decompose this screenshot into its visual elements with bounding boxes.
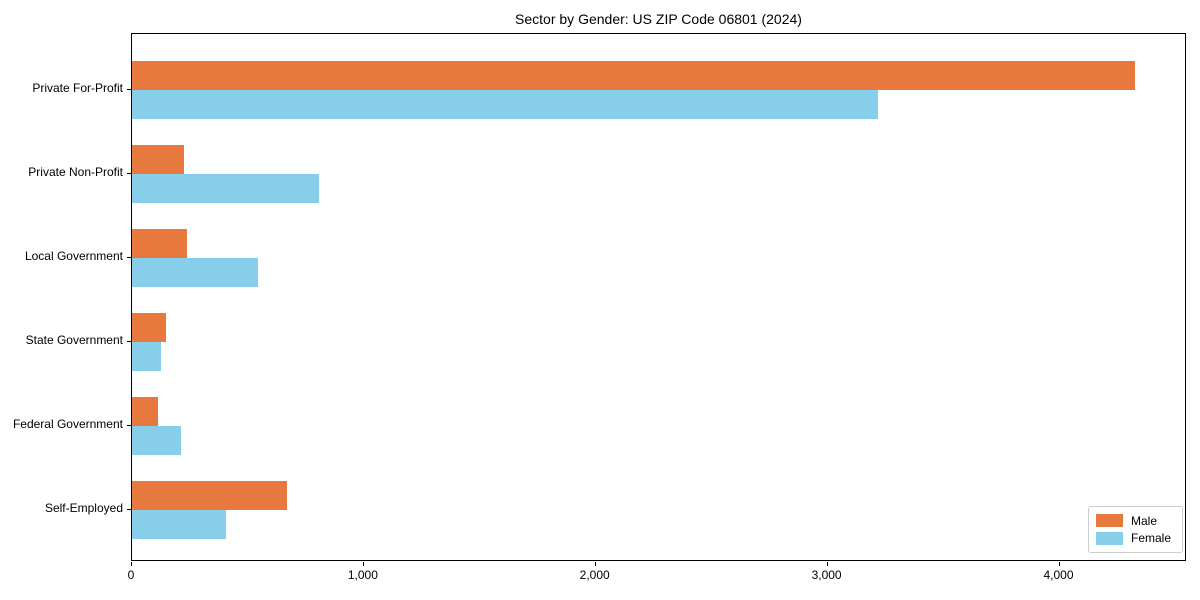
bar-male-federal-government: [132, 397, 158, 426]
bar-female-local-government: [132, 258, 259, 287]
y-tick-mark: [127, 89, 131, 90]
y-tick-mark: [127, 173, 131, 174]
x-tick-mark: [362, 562, 364, 566]
x-tick-label-1-000: 1,000: [347, 568, 378, 582]
bar-male-private-for-profit: [132, 61, 1135, 90]
y-tick-mark: [127, 425, 131, 426]
legend: Male Female: [1088, 506, 1183, 553]
y-axis-label-private-non-profit: Private Non-Profit: [28, 165, 123, 179]
x-tick-label-2-000: 2,000: [579, 568, 610, 582]
bar-female-private-non-profit: [132, 174, 319, 203]
bar-female-self-employed: [132, 510, 226, 539]
y-axis-label-local-government: Local Government: [24, 249, 123, 263]
y-axis-label-private-for-profit: Private For-Profit: [32, 81, 123, 95]
x-tick-mark: [594, 562, 596, 566]
y-tick-mark: [127, 341, 131, 342]
y-axis-label-self-employed: Self-Employed: [44, 501, 123, 515]
x-tick-label-3-000: 3,000: [811, 568, 842, 582]
bar-female-private-for-profit: [132, 90, 878, 119]
bar-female-state-government: [132, 342, 161, 371]
bar-male-local-government: [132, 229, 187, 258]
y-tick-mark: [127, 509, 131, 510]
x-tick-mark: [826, 562, 828, 566]
bar-female-federal-government: [132, 426, 181, 455]
legend-entry-female: Female: [1096, 530, 1175, 547]
y-tick-mark: [127, 257, 131, 258]
plot-area: [131, 33, 1186, 561]
legend-swatch-male: [1096, 514, 1123, 528]
chart-title: Sector by Gender: US ZIP Code 06801 (202…: [515, 11, 802, 27]
bar-male-self-employed: [132, 481, 288, 510]
bar-male-private-non-profit: [132, 145, 185, 174]
bar-male-state-government: [132, 313, 166, 342]
x-tick-label-4-000: 4,000: [1043, 568, 1074, 582]
x-tick-label-0: 0: [127, 568, 135, 582]
y-axis-label-federal-government: Federal Government: [12, 417, 123, 431]
x-tick-mark: [131, 562, 132, 566]
legend-entry-male: Male: [1096, 512, 1175, 529]
legend-label-male: Male: [1131, 513, 1158, 528]
x-tick-mark: [1058, 562, 1060, 566]
y-axis-label-state-government: State Government: [25, 333, 123, 347]
legend-swatch-female: [1096, 531, 1123, 545]
legend-label-female: Female: [1131, 531, 1172, 546]
